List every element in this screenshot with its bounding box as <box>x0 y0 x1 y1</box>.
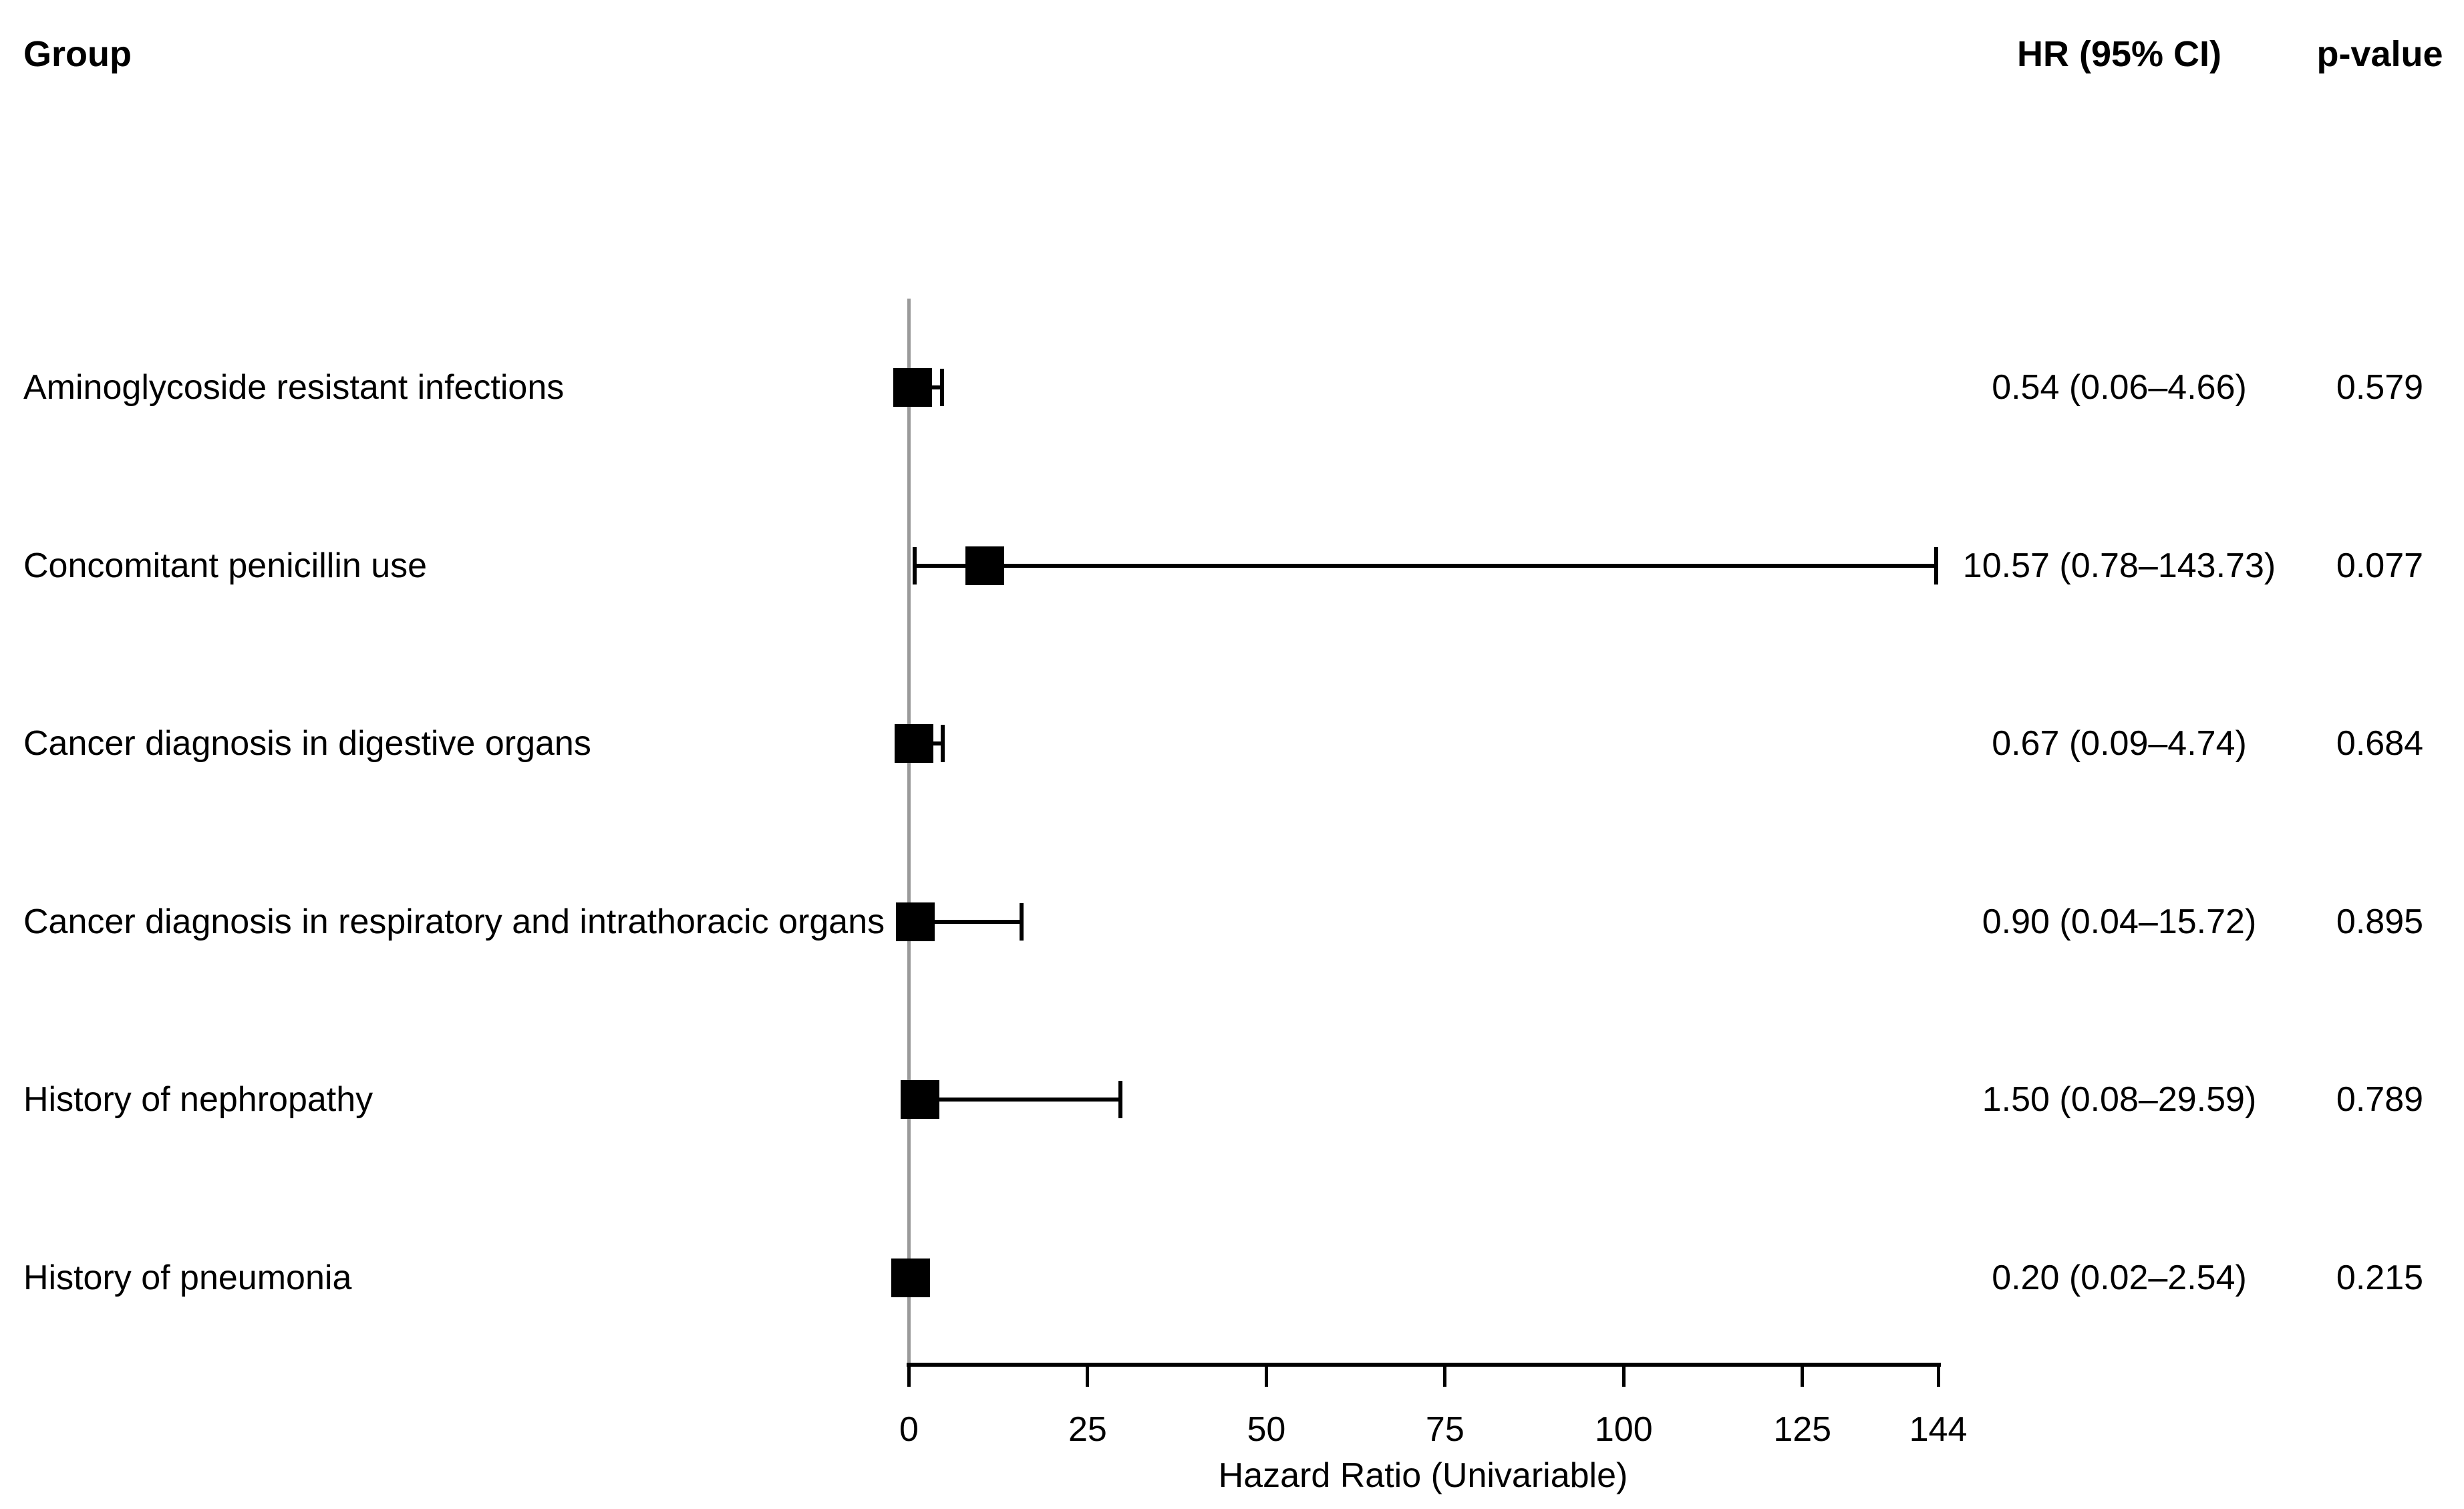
hr-ci-value: 10.57 (0.78–143.73) <box>1962 546 2276 585</box>
hr-marker <box>965 546 1004 585</box>
x-axis-tick-label: 75 <box>1425 1410 1465 1449</box>
hr-ci-value: 0.20 (0.02–2.54) <box>1992 1258 2247 1297</box>
row-label: Cancer diagnosis in respiratory and intr… <box>23 902 885 941</box>
hr-marker <box>891 1258 930 1297</box>
x-axis-tick <box>1622 1367 1626 1387</box>
p-value: 0.579 <box>2336 368 2424 407</box>
row-label: Cancer diagnosis in digestive organs <box>23 724 591 763</box>
x-axis-tick-label: 0 <box>899 1410 919 1449</box>
x-axis-tick <box>1086 1367 1090 1387</box>
p-value: 0.684 <box>2336 724 2424 763</box>
x-axis-tick <box>1264 1367 1268 1387</box>
row-label: Concomitant penicillin use <box>23 546 428 585</box>
hr-marker <box>894 724 933 763</box>
x-axis-tick-label: 125 <box>1773 1410 1832 1449</box>
x-axis-tick-label: 100 <box>1594 1410 1653 1449</box>
x-axis-tick <box>1443 1367 1447 1387</box>
hr-marker <box>896 902 935 941</box>
ci-whisker <box>909 919 1022 924</box>
ci-cap <box>1934 546 1939 584</box>
ci-cap <box>1118 1081 1123 1118</box>
column-header-p-value: p-value <box>2316 34 2443 74</box>
p-value: 0.215 <box>2336 1258 2424 1297</box>
x-axis-tick <box>1801 1367 1805 1387</box>
ci-cap <box>941 725 945 762</box>
hr-marker <box>900 1080 939 1119</box>
ci-whisker <box>914 563 1937 568</box>
ci-whisker <box>909 1098 1121 1102</box>
x-axis-tick <box>1936 1367 1940 1387</box>
row-label: History of nephropathy <box>23 1080 373 1119</box>
x-axis-tick-label: 25 <box>1068 1410 1107 1449</box>
reference-line-zero <box>907 299 911 1364</box>
hr-ci-value: 0.67 (0.09–4.74) <box>1992 724 2247 763</box>
p-value: 0.789 <box>2336 1080 2424 1119</box>
p-value: 0.077 <box>2336 546 2424 585</box>
hr-ci-value: 0.90 (0.04–15.72) <box>1982 902 2257 941</box>
column-header-group: Group <box>23 34 132 74</box>
ci-cap <box>1019 902 1024 941</box>
ci-cap <box>940 369 945 406</box>
x-axis-tick <box>907 1367 911 1387</box>
p-value: 0.895 <box>2336 902 2424 941</box>
column-header-hr-ci: HR (95% CI) <box>2016 34 2222 74</box>
hr-ci-value: 0.54 (0.06–4.66) <box>1992 368 2247 407</box>
x-axis-tick-label: 50 <box>1247 1410 1286 1449</box>
row-label: Aminoglycoside resistant infections <box>23 368 565 407</box>
x-axis-tick-label: 144 <box>1909 1410 1968 1449</box>
x-axis-title: Hazard Ratio (Univariable) <box>1218 1456 1628 1495</box>
x-axis-line <box>907 1363 1941 1367</box>
row-label: History of pneumonia <box>23 1258 352 1297</box>
hr-marker <box>893 368 933 407</box>
ci-cap <box>912 546 917 584</box>
hr-ci-value: 1.50 (0.08–29.59) <box>1982 1080 2257 1119</box>
